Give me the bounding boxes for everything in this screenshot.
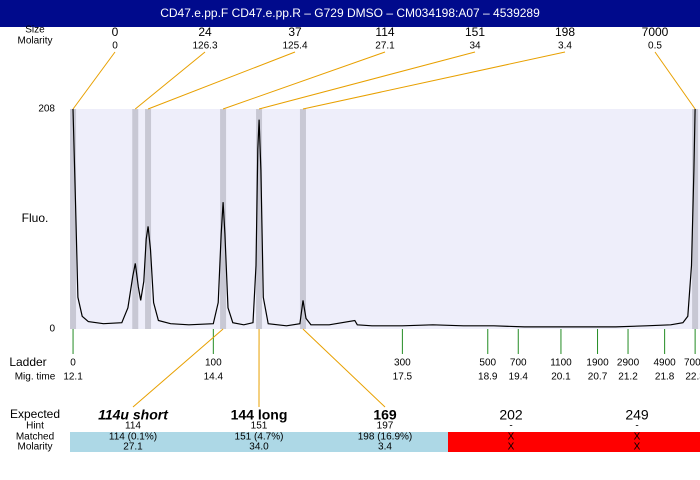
- peak-band: [145, 109, 152, 329]
- matched: X: [508, 432, 515, 443]
- peak-band: [692, 109, 699, 329]
- peak-band: [256, 109, 263, 329]
- peak-band: [220, 109, 227, 329]
- peak-molarity: 27.1: [375, 41, 395, 52]
- peak-molarity: 3.4: [558, 41, 572, 52]
- ladder-time: 17.5: [393, 372, 413, 383]
- trace: [72, 108, 696, 328]
- ladder-time: 20.7: [588, 372, 608, 383]
- peak-leader: [134, 51, 206, 110]
- ladder-time: 18.9: [478, 372, 498, 383]
- expected: 169: [373, 407, 397, 423]
- expected-leader: [302, 328, 386, 408]
- molarity: 27.1: [123, 442, 143, 453]
- y-tick-label: 208: [38, 104, 55, 115]
- peak-leader: [654, 51, 696, 110]
- plot-area: [70, 109, 700, 329]
- ladder-size: 7000: [684, 358, 700, 369]
- ladder-size: 100: [205, 358, 222, 369]
- molarity: 34.0: [249, 442, 269, 453]
- peak-band: [70, 109, 77, 329]
- matched: 198 (16.9%): [358, 432, 412, 443]
- peak-leader: [258, 51, 476, 110]
- ladder-time: 21.8: [655, 372, 675, 383]
- ladder-size: 1900: [586, 358, 609, 369]
- ladder-size: 700: [510, 358, 527, 369]
- peak-size: 114: [375, 25, 394, 39]
- ladder-size: 4900: [654, 358, 677, 369]
- ladder-time: 12.1: [63, 372, 83, 383]
- peak-leader: [302, 51, 566, 110]
- ladder-time: 22.3: [685, 372, 700, 383]
- peak-band: [132, 109, 139, 329]
- molarity: 3.4: [378, 442, 392, 453]
- expected: 249: [625, 407, 649, 423]
- expected: 114u short: [98, 407, 169, 423]
- ladder-time: 21.2: [618, 372, 638, 383]
- hint: -: [635, 421, 638, 432]
- matched-ok-bg: [70, 432, 448, 452]
- expected: 144 long: [231, 407, 288, 423]
- ladder-size: 2900: [617, 358, 640, 369]
- ladder-size: 1100: [550, 358, 572, 369]
- peak-size: 198: [555, 25, 575, 39]
- y-axis-label: Fluo.: [22, 211, 49, 225]
- expected-leader: [132, 328, 224, 408]
- matched: X: [634, 432, 641, 443]
- peak-leader: [147, 51, 296, 110]
- hint: -: [509, 421, 512, 432]
- ladder-size: 500: [479, 358, 496, 369]
- ladder-size: 300: [394, 358, 411, 369]
- expected: 202: [499, 407, 523, 423]
- title: CD47.e.pp.F CD47.e.pp.R – G729 DMSO – CM…: [160, 6, 540, 20]
- hint: 197: [377, 421, 394, 432]
- peak-band: [299, 109, 306, 329]
- peak-molarity: 125.4: [282, 41, 307, 52]
- molarity: X: [508, 442, 515, 453]
- hint: 114: [125, 421, 141, 432]
- peak-size: 37: [288, 25, 302, 39]
- row-label: Molarity: [17, 442, 52, 453]
- hint: 151: [251, 421, 268, 432]
- ladder-label: Ladder: [9, 355, 46, 369]
- peak-size: 0: [112, 25, 119, 39]
- matched: 114 (0.1%): [109, 432, 157, 443]
- molarity: X: [634, 442, 641, 453]
- peak-leader: [72, 51, 116, 110]
- ladder-time: 20.1: [551, 372, 571, 383]
- matched-missing-bg: [448, 432, 700, 452]
- peak-molarity: 0: [112, 41, 118, 52]
- peak-size: 151: [465, 25, 485, 39]
- matched: 151 (4.7%): [235, 432, 284, 443]
- ladder-time: 14.4: [204, 372, 224, 383]
- row-label: Expected: [10, 407, 60, 421]
- peak-molarity: 126.3: [192, 41, 217, 52]
- peak-molarity: 0.5: [648, 41, 662, 52]
- size-row-label: Size: [25, 25, 45, 36]
- peak-leader: [222, 51, 386, 110]
- peak-size: 7000: [642, 25, 669, 39]
- peak-size: 24: [198, 25, 212, 39]
- header-bar: [0, 0, 700, 27]
- row-label: Matched: [16, 432, 54, 443]
- ladder-time: 19.4: [509, 372, 529, 383]
- peak-molarity: 34: [469, 41, 481, 52]
- molarity-row-label: Molarity: [17, 36, 52, 47]
- row-label: Hint: [26, 421, 44, 432]
- y-tick-label: 0: [49, 324, 55, 335]
- mig-time-label: Mig. time: [15, 372, 56, 383]
- ladder-size: 0: [70, 358, 76, 369]
